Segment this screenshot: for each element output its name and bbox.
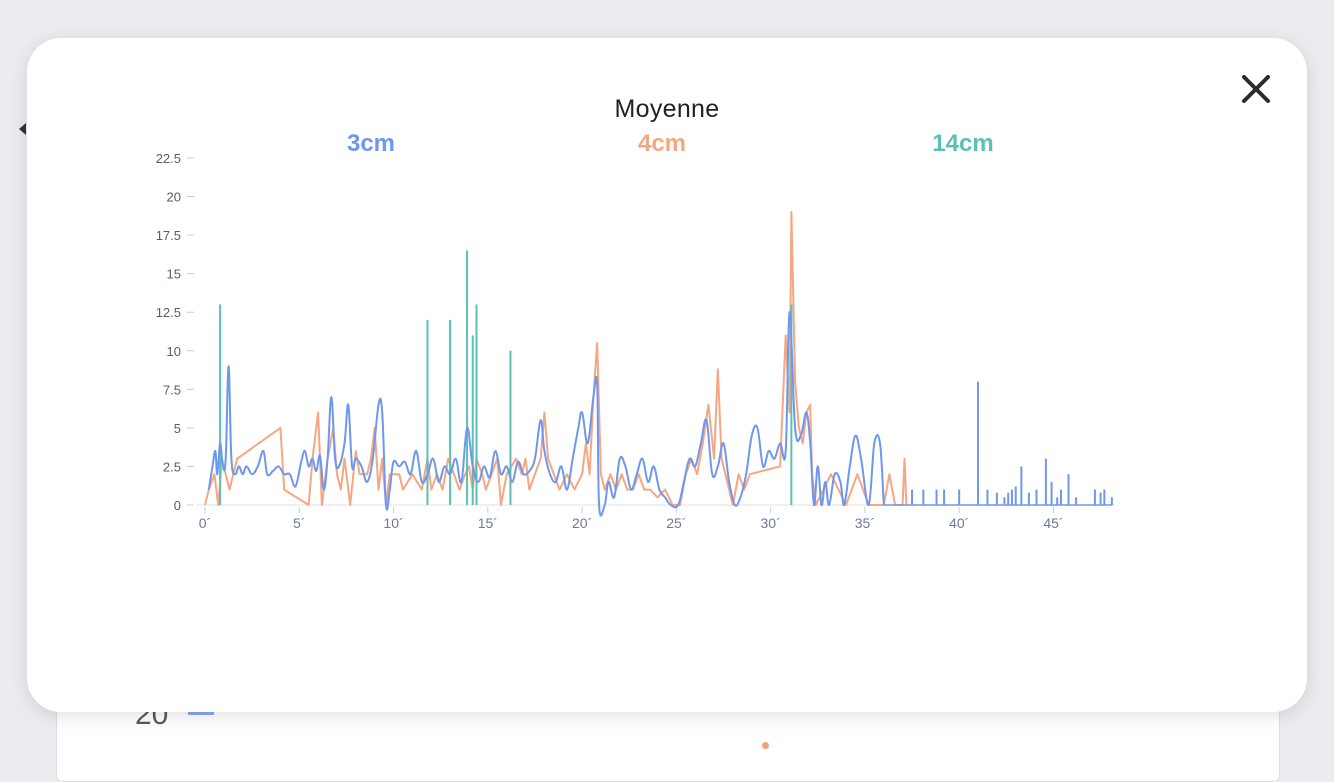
y-tick-label: 7.5 <box>163 382 181 397</box>
x-tick-label: 25´ <box>666 515 686 531</box>
x-tick-label: 45´ <box>1043 515 1063 531</box>
chart-title: Moyenne <box>614 95 720 123</box>
y-tick-label: 12.5 <box>156 305 181 320</box>
line-chart: 0 2.5 5 7.5 10 12.5 15 17.5 20 22.5 0´ 5´ 10´ 15´ 20´ 2… <box>156 151 1115 531</box>
series-line-3cm <box>207 311 885 517</box>
legend-3cm[interactable]: 3cm <box>346 130 396 157</box>
x-tick-label: 10´ <box>383 515 403 531</box>
x-tick-label: 0´ <box>199 515 211 531</box>
y-tick-label: 22.5 <box>156 151 181 166</box>
y-tick-label: 20 <box>167 190 181 205</box>
series-line-4cm <box>204 211 908 506</box>
x-tick-label: 5´ <box>293 515 305 531</box>
x-tick-label: 15´ <box>478 515 498 531</box>
legend-4cm[interactable]: 4cm <box>637 130 687 157</box>
background-point <box>762 742 769 749</box>
x-tick-label: 40´ <box>949 515 969 531</box>
close-icon <box>1242 75 1270 103</box>
x-tick-label: 30´ <box>761 515 781 531</box>
y-tick-label: 15 <box>167 267 181 282</box>
x-tick-label: 35´ <box>855 515 875 531</box>
y-tick-label: 10 <box>167 344 181 359</box>
close-button[interactable] <box>1236 70 1276 110</box>
y-tick-label: 5 <box>174 421 181 436</box>
chart-modal <box>27 38 1307 712</box>
y-tick-label: 0 <box>174 498 181 513</box>
y-tick-label: 2.5 <box>163 459 181 474</box>
back-arrow-icon[interactable] <box>19 123 26 135</box>
x-tick-label: 20´ <box>572 515 592 531</box>
legend-14cm[interactable]: 14cm <box>932 130 994 157</box>
y-tick-label: 17.5 <box>156 228 181 243</box>
background-series-marker <box>188 712 214 715</box>
